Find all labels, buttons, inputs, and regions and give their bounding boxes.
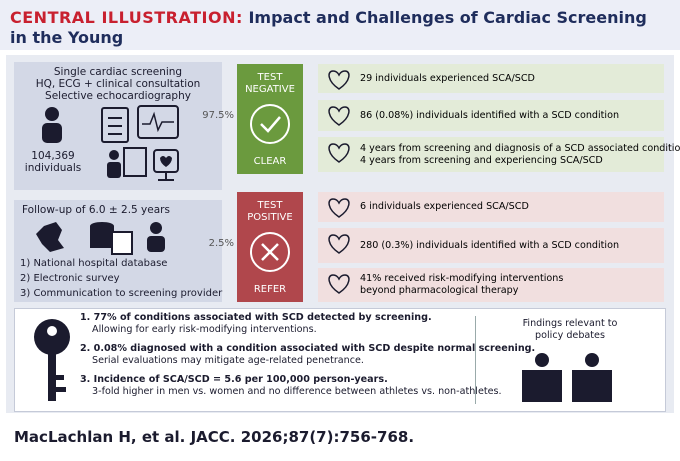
count: 104,369 <box>31 150 75 162</box>
badge: TEST NEGATIVE CLEAR <box>237 64 303 174</box>
followup-icons <box>36 222 165 255</box>
screening-line: HQ, ECG + clinical consultation <box>35 78 201 90</box>
row-line: 29 individuals experienced SCA/SCD <box>360 72 535 84</box>
finding-bold: 2. 0.08% diagnosed with a condition asso… <box>80 343 536 354</box>
row-icon <box>328 198 350 218</box>
row-text: 29 individuals experienced SCA/SCD <box>360 73 535 85</box>
row-text: 86 (0.08%) individuals identified with a… <box>360 110 619 122</box>
followup-title: Follow-up of 6.0 ± 2.5 years <box>22 204 170 216</box>
row-line: 6 individuals experienced SCA/SCD <box>360 201 529 212</box>
result-row: 86 (0.08%) individuals identified with a… <box>318 100 664 131</box>
row-line: 280 (0.3%) individuals identified with a… <box>360 239 620 251</box>
followup-item: 2) Electronic survey <box>20 273 120 284</box>
percent: 2.5% <box>208 238 234 249</box>
badge-top: POSITIVE <box>247 212 293 223</box>
badge-top: NEGATIVE <box>245 84 295 95</box>
row-text: 4 years from screening and diagnosis of … <box>360 143 680 167</box>
screening-lines: Single cardiac screening HQ, ECG + clini… <box>14 66 222 102</box>
header-label: CENTRAL ILLUSTRATION: <box>10 8 243 27</box>
badge-top: TEST <box>257 72 283 83</box>
finding-bold: 3. Incidence of SCA/SCD = 5.6 per 100,00… <box>80 374 388 385</box>
screening-line: Selective echocardiography <box>45 90 191 102</box>
row-text: 280 (0.3%) individuals identified with a… <box>360 240 619 252</box>
policy: Findings relevant to policy debates <box>476 318 664 342</box>
badge-top: TEST <box>257 200 283 211</box>
finding-bold: 1. 77% of conditions associated with SCD… <box>80 312 432 323</box>
result-row: 6 individuals experienced SCA/SCD <box>318 192 664 222</box>
finding-text: 3-fold higher in men vs. women and no di… <box>92 386 502 397</box>
finding-text: Serial evaluations may mitigate age-rela… <box>92 355 364 366</box>
row-line: 4 years from screening and experiencing … <box>360 154 603 166</box>
row-text: 41% received risk-modifying intervention… <box>360 273 563 297</box>
row-icon <box>328 143 350 163</box>
policy-line: policy debates <box>535 330 605 341</box>
badge-bottom: CLEAR <box>253 156 287 167</box>
screening-count: 104,369 individuals <box>14 150 92 174</box>
row-line: beyond pharmacological therapy <box>360 285 519 296</box>
finding-text: Allowing for early risk-modifying interv… <box>92 324 317 335</box>
findings: 1. 77% of conditions associated with SCD… <box>80 312 535 398</box>
row-icon <box>328 234 350 254</box>
row-line: 86 (0.08%) individuals identified with a… <box>360 109 620 121</box>
policy-icon <box>522 353 612 402</box>
screening-icons <box>42 105 179 181</box>
header: CENTRAL ILLUSTRATION: Impact and Challen… <box>10 8 650 48</box>
followup-items: 1) National hospital database 2) Electro… <box>20 256 222 301</box>
policy-line: Findings relevant to <box>522 318 618 329</box>
badge-icon <box>250 232 290 272</box>
row-icon <box>328 106 350 126</box>
result-row: 29 individuals experienced SCA/SCD <box>318 64 664 93</box>
percent: 97.5% <box>202 110 234 121</box>
badge-bottom: REFER <box>253 284 287 295</box>
followup-item: 3) Communication to screening provider <box>20 288 223 299</box>
row-icon <box>328 70 350 90</box>
result-row: 41% received risk-modifying intervention… <box>318 268 664 302</box>
row-icon <box>328 274 350 294</box>
row-line: 4 years from screening and diagnosis of … <box>360 142 680 154</box>
header-title: Impact and Challenges of Cardiac Screeni… <box>10 8 647 47</box>
row-line: 41% received risk-modifying intervention… <box>360 273 564 284</box>
badge: TEST POSITIVE REFER <box>237 192 303 302</box>
screening-line: Single cardiac screening <box>53 66 183 78</box>
result-row: 280 (0.3%) individuals identified with a… <box>318 228 664 263</box>
divider <box>475 316 476 404</box>
key-icon <box>34 319 70 401</box>
header-bg <box>0 0 680 50</box>
followup-item: 1) National hospital database <box>20 258 168 269</box>
citation: MacLachlan H, et al. JACC. 2026;87(7):75… <box>14 428 415 446</box>
result-row: 4 years from screening and diagnosis of … <box>318 137 680 172</box>
count-label: individuals <box>24 162 82 174</box>
badge-icon <box>250 104 290 144</box>
row-text: 6 individuals experienced SCA/SCD <box>360 201 529 213</box>
